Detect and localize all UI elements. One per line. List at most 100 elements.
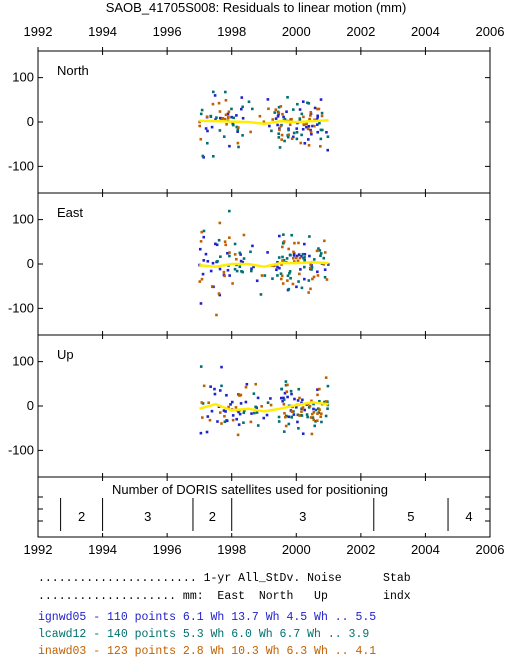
residual-point <box>281 241 285 245</box>
residual-point <box>319 254 322 258</box>
residual-point <box>253 411 256 415</box>
residual-point <box>250 269 253 273</box>
residual-point <box>300 286 304 290</box>
residual-point <box>224 410 227 413</box>
residual-point <box>202 384 206 388</box>
residual-point <box>241 105 244 109</box>
residual-point <box>308 404 312 408</box>
residual-point <box>268 124 271 128</box>
bottom-axis-ticks: 1992 1994 1996 1998 2000 2002 2004 2006 <box>24 542 505 557</box>
residual-point <box>199 240 203 243</box>
residual-point <box>309 128 312 132</box>
residual-point <box>220 365 223 369</box>
stats-row: ignwd05 - 110 points 6.1 Wh 13.7 Wh 4.5 … <box>38 611 376 624</box>
residual-point <box>277 420 281 423</box>
residual-point <box>277 112 280 116</box>
residual-point <box>301 398 304 402</box>
residual-point <box>273 111 276 114</box>
residual-point <box>326 263 330 266</box>
residual-point <box>301 432 305 436</box>
residual-point <box>269 397 272 400</box>
residual-point <box>236 141 240 145</box>
residual-point <box>303 242 306 246</box>
residual-point <box>287 422 291 426</box>
residual-point <box>200 401 204 404</box>
residual-point <box>227 110 231 114</box>
y-tick-label: 100 <box>12 354 34 369</box>
residual-point <box>204 127 208 130</box>
residual-point <box>249 250 252 254</box>
stats-header-1: ....................... 1-yr All_StDv. N… <box>38 572 411 585</box>
residual-point <box>295 127 299 130</box>
residual-point <box>307 102 311 105</box>
residual-point <box>226 251 229 255</box>
residual-point <box>300 112 304 116</box>
residual-point <box>287 415 291 419</box>
residual-point <box>320 111 324 115</box>
residual-point <box>215 313 218 317</box>
residual-point <box>311 416 315 419</box>
residual-point <box>284 380 288 383</box>
residual-point <box>319 145 322 148</box>
residual-point <box>286 395 289 399</box>
residual-point <box>228 144 231 148</box>
residual-point <box>222 270 226 274</box>
residual-point <box>238 412 242 416</box>
residual-point <box>276 274 279 277</box>
residual-point <box>240 270 243 273</box>
y-tick-label: 100 <box>12 70 34 85</box>
y-tick-label: -100 <box>8 158 34 173</box>
residual-point <box>312 275 316 279</box>
residual-point <box>287 127 290 131</box>
residual-point <box>313 106 317 110</box>
residual-point <box>223 420 227 424</box>
residual-point <box>316 270 319 274</box>
residual-point <box>270 129 273 133</box>
residual-point <box>242 233 246 237</box>
residual-point <box>307 279 311 282</box>
residual-point <box>198 247 202 251</box>
residual-point <box>277 136 281 139</box>
residual-point <box>319 415 323 418</box>
residual-point <box>238 394 241 397</box>
residual-point <box>237 126 240 129</box>
residual-point <box>202 259 206 262</box>
residual-point <box>215 243 219 247</box>
residual-point <box>230 400 234 404</box>
residual-point <box>308 235 311 238</box>
residual-point <box>309 112 313 116</box>
residual-point <box>295 130 299 134</box>
residual-point <box>294 256 298 260</box>
residual-point <box>285 257 289 260</box>
residual-point <box>277 415 281 419</box>
residual-point <box>277 132 281 135</box>
y-tick-label: 0 <box>27 398 34 413</box>
residual-point <box>228 236 231 240</box>
residual-point <box>266 98 270 101</box>
residual-point <box>251 107 254 111</box>
residual-point <box>302 123 306 126</box>
residual-point <box>211 154 215 158</box>
residual-point <box>227 405 230 409</box>
panel-north: North 100 0 -100 <box>8 50 491 194</box>
residual-point <box>209 385 212 388</box>
residual-point <box>307 406 311 409</box>
doris-frame <box>37 476 491 538</box>
residual-point <box>276 265 279 269</box>
residual-point <box>326 384 330 388</box>
doris-count: 4 <box>465 509 472 524</box>
residual-point <box>298 396 301 400</box>
bottom-tick-label: 2006 <box>476 542 505 557</box>
residual-point <box>315 123 319 126</box>
residual-point <box>205 430 209 434</box>
residual-point <box>311 124 314 128</box>
residual-point <box>295 137 299 141</box>
residual-point <box>232 116 235 120</box>
residual-point <box>284 424 288 428</box>
residual-point <box>326 407 329 410</box>
top-tick-label: 2000 <box>282 24 311 39</box>
residual-point <box>289 389 293 393</box>
residual-point <box>271 118 275 121</box>
residual-point <box>312 402 315 406</box>
residual-point <box>201 272 205 276</box>
